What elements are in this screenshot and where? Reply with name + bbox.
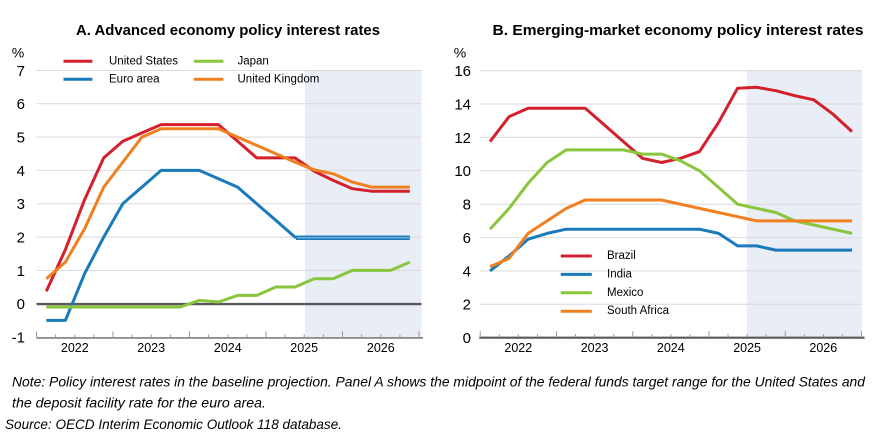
svg-text:-1: -1	[12, 329, 25, 346]
svg-text:Source: OECD Interim Economic: Source: OECD Interim Economic Outlook 11…	[5, 416, 342, 432]
svg-text:8: 8	[463, 197, 471, 214]
svg-text:B. Emerging-market economy pol: B. Emerging-market economy policy intere…	[493, 23, 864, 39]
svg-text:South Africa: South Africa	[607, 305, 670, 317]
svg-text:3: 3	[17, 196, 25, 213]
svg-text:2026: 2026	[367, 341, 395, 355]
svg-text:12: 12	[454, 130, 471, 147]
svg-text:6: 6	[17, 96, 25, 113]
svg-text:7: 7	[17, 63, 25, 80]
svg-text:10: 10	[454, 163, 471, 180]
svg-text:Note: Policy interest rates in: Note: Policy interest rates in the basel…	[12, 374, 866, 390]
svg-text:India: India	[607, 268, 633, 280]
svg-text:2022: 2022	[504, 341, 532, 355]
svg-text:United States: United States	[109, 56, 178, 68]
svg-text:2: 2	[463, 297, 471, 314]
svg-text:2: 2	[17, 230, 25, 247]
svg-text:Japan: Japan	[238, 56, 269, 68]
svg-text:United Kingdom: United Kingdom	[238, 74, 320, 86]
svg-text:5: 5	[17, 130, 25, 147]
svg-text:6: 6	[463, 230, 471, 247]
svg-text:14: 14	[454, 96, 471, 113]
svg-text:%: %	[454, 45, 466, 61]
svg-text:Euro area: Euro area	[109, 74, 160, 86]
svg-text:2025: 2025	[290, 341, 318, 355]
svg-text:2022: 2022	[61, 341, 89, 355]
svg-text:2023: 2023	[137, 341, 165, 355]
svg-text:2024: 2024	[657, 341, 685, 355]
svg-text:0: 0	[463, 330, 471, 347]
svg-text:A. Advanced economy policy int: A. Advanced economy policy interest rate…	[76, 23, 380, 39]
svg-text:the deposit facility rate for: the deposit facility rate for the euro a…	[12, 395, 266, 411]
svg-text:Brazil: Brazil	[607, 250, 636, 262]
svg-text:4: 4	[463, 263, 471, 280]
svg-text:%: %	[12, 45, 24, 61]
svg-text:2025: 2025	[733, 341, 761, 355]
svg-text:4: 4	[17, 163, 25, 180]
svg-text:16: 16	[454, 63, 471, 80]
svg-text:1: 1	[17, 263, 25, 280]
svg-text:2026: 2026	[809, 341, 837, 355]
svg-text:2023: 2023	[581, 341, 609, 355]
svg-text:Mexico: Mexico	[607, 287, 643, 299]
svg-text:2024: 2024	[214, 341, 242, 355]
svg-text:0: 0	[17, 296, 25, 313]
